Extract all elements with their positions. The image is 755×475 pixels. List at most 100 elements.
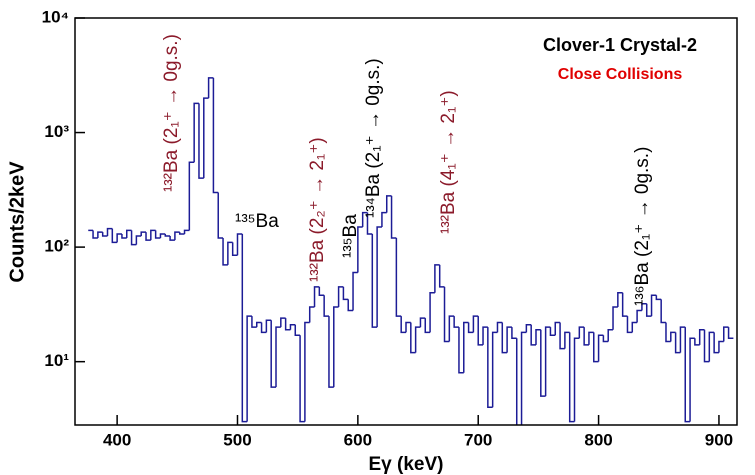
y-tick-label: 10⁴: [42, 7, 69, 26]
histogram-step: [121, 234, 127, 239]
y-tick-label: 10³: [44, 122, 69, 141]
histogram-step: [130, 230, 137, 246]
peak-annotation: ¹³²Ba (4₁⁺ → 2₁⁺): [438, 90, 459, 234]
histogram-step: [381, 211, 387, 227]
histogram-step: [665, 322, 671, 343]
histogram-step: [198, 103, 204, 179]
histogram-step: [313, 286, 320, 308]
histogram-step: [520, 331, 527, 425]
histogram-step: [395, 238, 402, 317]
x-tick-label: 500: [223, 430, 251, 449]
histogram-step: [217, 192, 224, 239]
histogram-step: [559, 322, 565, 350]
histogram-step: [631, 321, 638, 333]
info-label: Close Collisions: [558, 66, 683, 83]
histogram-step: [602, 335, 609, 343]
histogram-step: [655, 295, 662, 301]
histogram-step: [429, 291, 435, 333]
histogram-step: [284, 318, 291, 331]
histogram-step: [376, 226, 382, 328]
histogram-step: [703, 329, 710, 363]
histogram-step: [708, 331, 715, 362]
histogram-step: [116, 233, 122, 243]
histogram-step: [212, 77, 219, 194]
histogram-step: [694, 338, 700, 346]
histogram-step: [453, 316, 459, 328]
histogram-step: [645, 303, 652, 317]
histogram-step: [487, 327, 493, 409]
histogram-step: [361, 211, 368, 227]
histogram-step: [482, 326, 488, 345]
histogram-step: [424, 318, 431, 334]
histogram-step: [231, 242, 238, 256]
histogram-step: [255, 321, 262, 328]
x-axis-label: Eγ (keV): [369, 454, 444, 475]
histogram-step: [515, 338, 518, 425]
peak-annotation: ¹³⁶Ba (2₁⁺ → 0g.s.): [632, 147, 653, 306]
histogram-step: [612, 306, 618, 330]
histogram-step: [660, 299, 666, 324]
x-tick-label: 400: [103, 430, 131, 449]
x-tick-label: 700: [464, 430, 492, 449]
y-axis-label: Counts/2keV: [6, 161, 28, 283]
histogram-step: [159, 233, 166, 239]
histogram-step: [626, 316, 633, 334]
histogram-step: [670, 331, 676, 342]
histogram-step: [241, 234, 248, 423]
histogram-step: [477, 316, 484, 346]
histogram-step: [289, 324, 296, 330]
histogram-step: [400, 316, 406, 334]
frame: [74, 17, 738, 426]
histogram-step: [203, 97, 209, 179]
histogram-step: [299, 335, 305, 423]
x-tick-label: 600: [344, 430, 372, 449]
histogram-step: [227, 241, 233, 265]
histogram-step: [525, 324, 532, 333]
histogram-step: [342, 286, 349, 301]
histogram-step: [679, 326, 686, 353]
histogram-step: [617, 291, 623, 308]
histogram-step: [621, 292, 628, 317]
histogram-step: [347, 299, 354, 312]
histogram-step: [689, 337, 695, 422]
histogram-step: [607, 328, 614, 342]
histogram-step: [501, 322, 508, 354]
histogram-step: [713, 332, 719, 354]
histogram-step: [193, 102, 199, 163]
histogram-step: [438, 264, 445, 288]
histogram-step: [280, 317, 286, 328]
histogram-step: [698, 328, 705, 345]
peak-annotation: ¹³²Ba (2₁⁺ → 0g.s.): [161, 34, 182, 192]
histogram-step: [491, 331, 498, 408]
histogram-step: [294, 324, 301, 337]
histogram-step: [236, 233, 243, 256]
histogram-step: [251, 316, 257, 328]
histogram-step: [174, 231, 180, 241]
histogram-step: [323, 295, 329, 317]
histogram-step: [101, 232, 108, 237]
histogram-step: [564, 331, 570, 349]
histogram-step: [405, 321, 411, 333]
histogram-step: [366, 212, 373, 235]
histogram-step: [549, 327, 556, 337]
y-tick-label: 10¹: [44, 351, 69, 370]
histogram-step: [684, 327, 691, 423]
x-tick-label: 900: [705, 430, 733, 449]
peak-annotation: ¹³²Ba (2₂⁺ → 2₁⁺): [307, 137, 328, 282]
y-tick-label: 10²: [44, 237, 69, 256]
histogram-step: [448, 315, 455, 342]
histogram-step: [530, 324, 536, 346]
x-tick-label: 800: [584, 430, 612, 449]
histogram-step: [222, 238, 228, 266]
histogram-step: [443, 286, 450, 343]
histogram-step: [126, 229, 132, 239]
histogram-step: [371, 234, 378, 328]
histogram-step: [458, 327, 464, 374]
histogram-step: [260, 322, 267, 334]
histogram-step: [467, 322, 474, 334]
histogram-step: [92, 230, 98, 239]
histogram-step: [593, 332, 599, 363]
histogram-step: [718, 340, 724, 353]
histogram-step: [275, 326, 281, 388]
